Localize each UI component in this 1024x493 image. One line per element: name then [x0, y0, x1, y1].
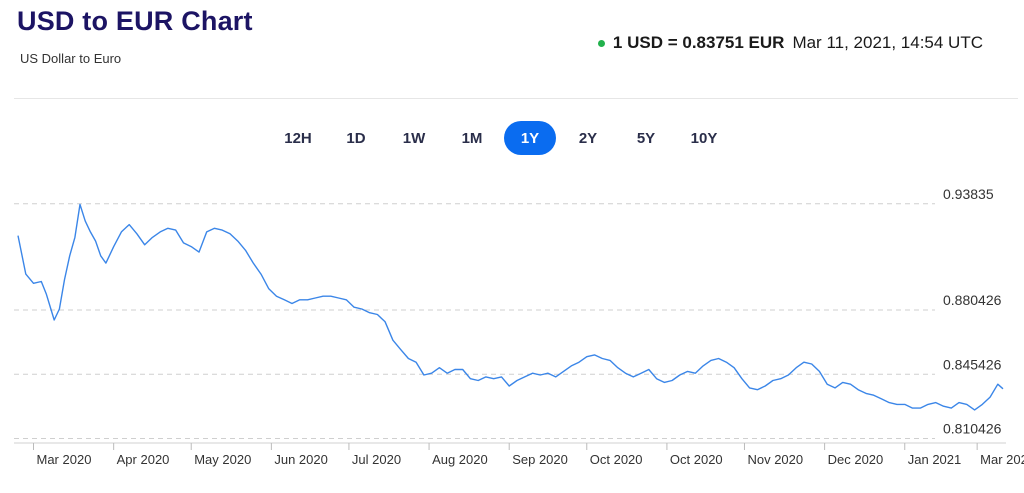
- page-title: USD to EUR Chart: [17, 6, 253, 36]
- page-subtitle: US Dollar to Euro: [20, 51, 122, 66]
- x-tick-label: Jan 2021: [908, 452, 962, 467]
- x-tick-label: Oct 2020: [670, 452, 723, 467]
- x-tick-label: May 2020: [194, 452, 251, 467]
- header-divider: [14, 98, 1018, 99]
- usd-eur-series-line: [17, 203, 1004, 411]
- x-tick-label: Dec 2020: [828, 452, 884, 467]
- x-tick-label: Oct 2020: [590, 452, 643, 467]
- x-tick-label: Nov 2020: [747, 452, 803, 467]
- x-tick-label: Aug 2020: [432, 452, 488, 467]
- range-tab-1w[interactable]: 1W: [388, 121, 440, 155]
- y-tick-label: 0.880426: [943, 292, 1002, 308]
- rate-timestamp: Mar 11, 2021, 14:54 UTC: [792, 33, 983, 52]
- x-tick-label: Jun 2020: [274, 452, 328, 467]
- y-tick-label: 0.93835: [943, 186, 994, 202]
- x-tick-label: Sep 2020: [512, 452, 568, 467]
- current-rate: 1 USD = 0.83751 EUR Mar 11, 2021, 14:54 …: [597, 33, 983, 53]
- range-tab-2y[interactable]: 2Y: [562, 121, 614, 155]
- range-tab-10y[interactable]: 10Y: [678, 121, 730, 155]
- x-tick-label: Mar 2021: [980, 452, 1024, 467]
- range-tab-12h[interactable]: 12H: [272, 121, 324, 155]
- x-tick-label: Apr 2020: [117, 452, 170, 467]
- y-tick-label: 0.845426: [943, 356, 1002, 372]
- time-range-tabs: 12H 1D 1W 1M 1Y 2Y 5Y 10Y: [272, 121, 736, 155]
- rate-value: 1 USD = 0.83751 EUR: [612, 33, 785, 52]
- range-tab-1d[interactable]: 1D: [330, 121, 382, 155]
- x-tick-label: Jul 2020: [352, 452, 401, 467]
- live-status-dot-icon: [597, 39, 605, 47]
- y-tick-label: 0.810426: [943, 420, 1002, 436]
- x-tick-label: Mar 2020: [37, 452, 92, 467]
- range-tab-1y[interactable]: 1Y: [504, 121, 556, 155]
- range-tab-1m[interactable]: 1M: [446, 121, 498, 155]
- range-tab-5y[interactable]: 5Y: [620, 121, 672, 155]
